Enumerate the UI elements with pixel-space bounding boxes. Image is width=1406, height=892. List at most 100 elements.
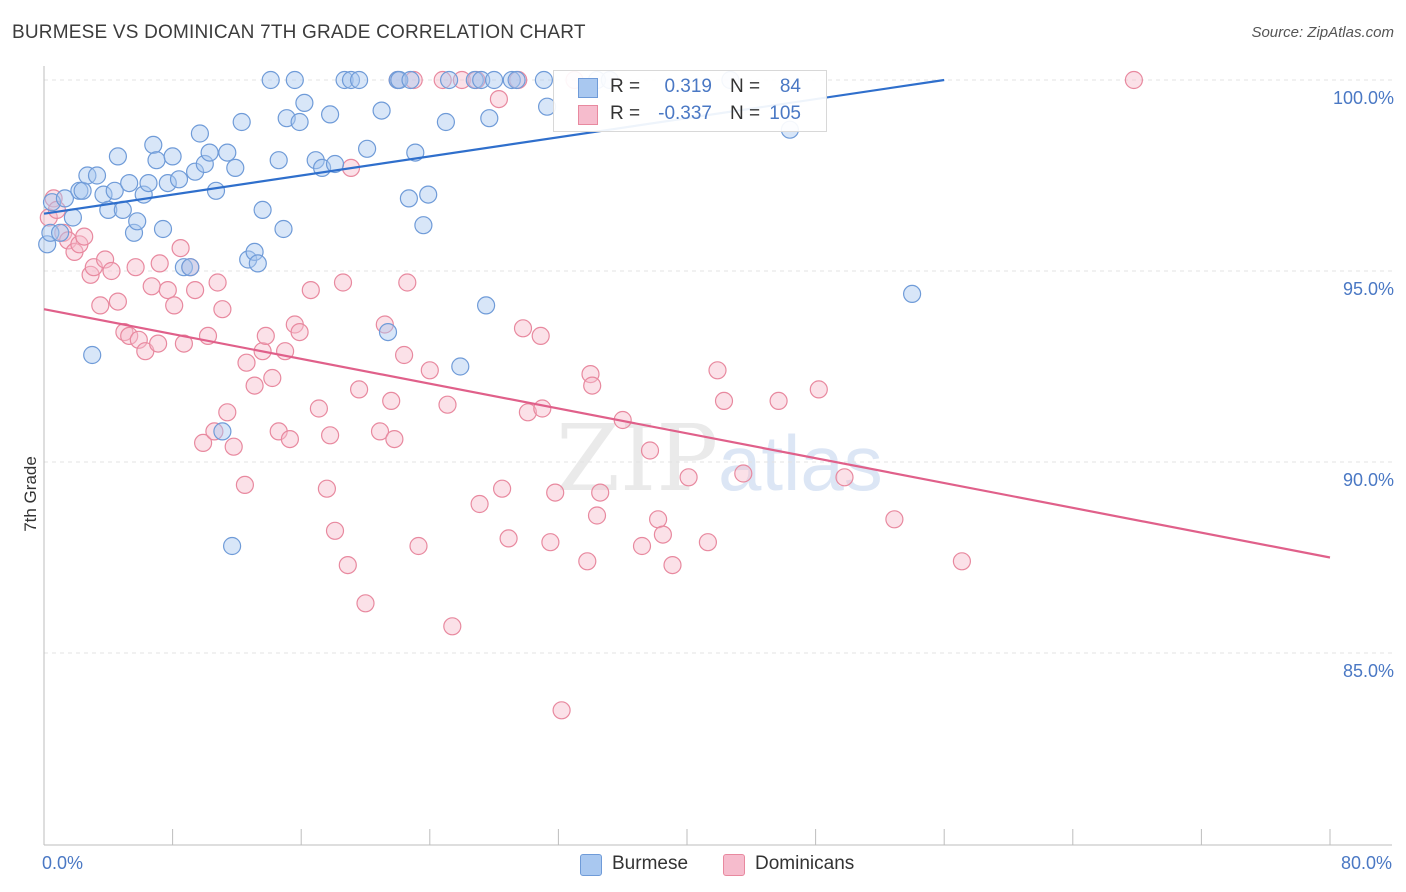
burmese-point: [350, 70, 369, 90]
dominican-point: [489, 89, 508, 109]
dominican-point: [245, 376, 264, 395]
dominican-trend-line: [43, 308, 1331, 559]
dominican-point: [409, 536, 428, 556]
legend-row-burmese: R = 0.319 N = 84: [554, 74, 826, 100]
dominican-point: [194, 433, 213, 452]
burmese-point: [174, 258, 193, 277]
dominican-point: [470, 494, 489, 514]
burmese-point: [285, 70, 304, 90]
dominican-point: [213, 300, 232, 319]
dominican-point: [541, 533, 560, 552]
dominican-point: [171, 239, 190, 258]
axes: [43, 66, 1392, 846]
burmese-point: [465, 70, 484, 90]
dominican-point: [809, 380, 828, 399]
burmese-legend-swatch: [580, 854, 602, 876]
dominican-point: [648, 510, 668, 529]
burmese-point: [325, 154, 345, 174]
burmese-point: [378, 323, 398, 342]
legend-n-value: 84: [779, 76, 801, 97]
dominican-point: [632, 536, 652, 556]
dominican-point: [290, 323, 309, 342]
legend-n-label: N =: [730, 76, 761, 97]
burmese-point: [181, 258, 200, 277]
dominican-point: [438, 395, 457, 414]
dominican-point: [224, 437, 243, 456]
dominican-point: [256, 326, 275, 345]
dominican-point: [385, 430, 404, 449]
dominican-point: [518, 403, 538, 422]
burmese-point: [73, 181, 92, 200]
legend-r-value: -0.337: [658, 103, 712, 124]
dominican-point: [663, 555, 682, 575]
dominican-point: [129, 330, 148, 349]
dominican-point: [452, 70, 471, 90]
burmese-point: [245, 242, 264, 261]
y-axis-label: 7th Grade: [21, 456, 40, 532]
dominican-point: [91, 296, 110, 315]
y-tick-label: 95.0%: [1343, 279, 1394, 299]
y-tick-label: 100.0%: [1333, 88, 1394, 108]
burmese-point: [195, 154, 214, 174]
burmese-point: [105, 181, 124, 200]
x-tick-label: 80.0%: [1341, 853, 1392, 873]
burmese-point: [124, 223, 144, 242]
dominican-point: [370, 422, 390, 441]
dominican-point: [158, 281, 177, 300]
dominican-point: [587, 506, 607, 525]
dominican-point: [420, 361, 439, 380]
dominican-point: [499, 529, 518, 548]
burmese-point: [139, 174, 158, 193]
dominicans-legend-label: Dominicans: [755, 853, 855, 874]
burmese-point: [321, 105, 340, 124]
burmese-point: [144, 135, 163, 154]
dominican-point: [325, 521, 345, 540]
burmese-point: [186, 162, 205, 181]
burmese-point: [50, 223, 70, 242]
burmese-point: [269, 151, 288, 170]
dominican-point: [546, 483, 565, 502]
dominican-point: [237, 353, 256, 372]
dominican-point: [493, 479, 512, 498]
burmese-point: [190, 124, 209, 143]
burmese-point: [55, 189, 75, 208]
burmese-point: [87, 166, 107, 185]
burmese-point: [335, 70, 354, 90]
dominicans-swatch: [578, 105, 598, 125]
y-tick-labels: 85.0% 90.0% 95.0% 100.0%: [1333, 88, 1394, 681]
dominican-point: [433, 70, 452, 90]
burmese-point: [295, 93, 314, 113]
burmese-point: [436, 112, 455, 132]
burmese-point: [158, 174, 177, 193]
dominican-point: [395, 345, 414, 365]
legend-row-dominicans: R = -0.337 N = 105: [554, 101, 826, 127]
burmese-points: [38, 70, 922, 556]
legend-n-label: N =: [730, 103, 761, 124]
dominican-point: [120, 326, 139, 345]
burmese-point: [419, 185, 438, 204]
dominican-point: [321, 426, 340, 445]
dominican-point: [533, 399, 552, 418]
legend-r-value: 0.319: [664, 76, 712, 97]
dominican-point: [301, 281, 320, 300]
burmese-point: [451, 357, 470, 376]
dominican-point: [149, 334, 168, 353]
burmese-legend-label: Burmese: [612, 853, 689, 874]
dominican-point: [714, 391, 734, 410]
burmese-point: [358, 139, 377, 158]
burmese-point: [399, 189, 418, 208]
dominican-point: [309, 399, 328, 418]
burmese-point: [274, 219, 293, 239]
x-tick-label: 0.0%: [42, 853, 83, 873]
x-tick-labels: 0.0% 80.0%: [42, 853, 1392, 873]
burmese-point: [414, 216, 433, 235]
burmese-point: [477, 296, 496, 315]
source-label: Source: ZipAtlas.com: [1251, 24, 1394, 41]
burmese-point: [248, 254, 267, 273]
watermark-zip: ZIP: [556, 405, 718, 512]
chart-title: BURMESE VS DOMINICAN 7TH GRADE CORRELATI…: [12, 22, 586, 43]
burmese-point: [153, 219, 173, 239]
burmese-point: [200, 143, 219, 162]
burmese-point: [206, 181, 226, 200]
